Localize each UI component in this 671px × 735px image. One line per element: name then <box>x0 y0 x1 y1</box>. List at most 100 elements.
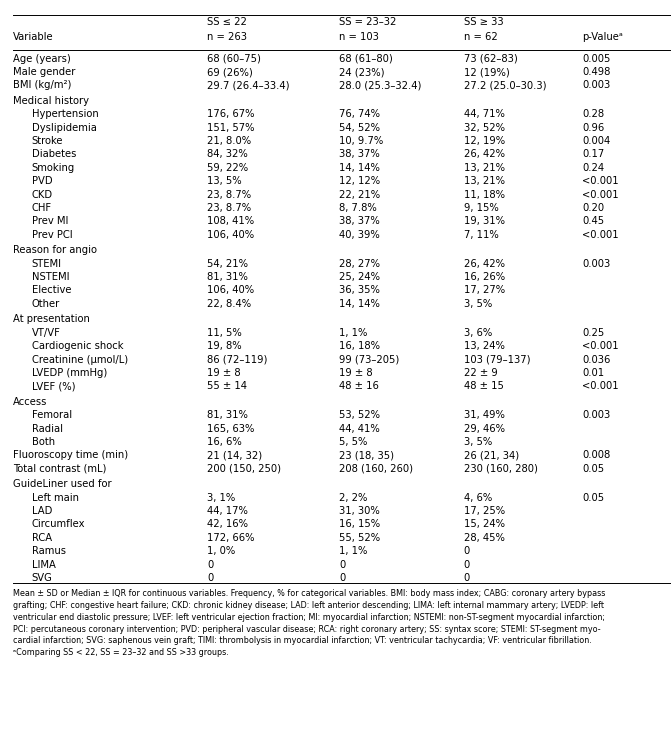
Text: 68 (61–80): 68 (61–80) <box>339 54 393 64</box>
Text: 14, 14%: 14, 14% <box>339 163 380 173</box>
Text: Ramus: Ramus <box>32 546 66 556</box>
Text: 11, 18%: 11, 18% <box>464 190 505 200</box>
Text: 55, 52%: 55, 52% <box>339 533 380 543</box>
Text: 54, 52%: 54, 52% <box>339 123 380 133</box>
Text: At presentation: At presentation <box>13 315 91 324</box>
Text: 19 ± 8: 19 ± 8 <box>339 368 372 378</box>
Text: 19, 31%: 19, 31% <box>464 216 505 226</box>
Text: Mean ± SD or Median ± IQR for continuous variables. Frequency, % for categorical: Mean ± SD or Median ± IQR for continuous… <box>13 589 606 598</box>
Text: 10, 9.7%: 10, 9.7% <box>339 136 383 146</box>
Text: 208 (160, 260): 208 (160, 260) <box>339 464 413 474</box>
Text: Prev MI: Prev MI <box>32 216 68 226</box>
Text: 12, 12%: 12, 12% <box>339 176 380 186</box>
Text: 3, 1%: 3, 1% <box>207 492 236 503</box>
Text: Age (years): Age (years) <box>13 54 71 64</box>
Text: <0.001: <0.001 <box>582 341 619 351</box>
Text: 0: 0 <box>207 573 213 583</box>
Text: 99 (73–205): 99 (73–205) <box>339 354 399 365</box>
Text: Prev PCI: Prev PCI <box>32 230 72 240</box>
Text: 17, 25%: 17, 25% <box>464 506 505 516</box>
Text: VT/VF: VT/VF <box>32 328 60 338</box>
Text: 0.003: 0.003 <box>582 80 611 90</box>
Text: 103 (79–137): 103 (79–137) <box>464 354 530 365</box>
Text: Diabetes: Diabetes <box>32 149 76 159</box>
Text: 48 ± 16: 48 ± 16 <box>339 381 379 391</box>
Text: Cardiogenic shock: Cardiogenic shock <box>32 341 123 351</box>
Text: 1, 1%: 1, 1% <box>339 546 367 556</box>
Text: SS ≤ 22: SS ≤ 22 <box>207 17 248 27</box>
Text: Access: Access <box>13 397 48 407</box>
Text: 0: 0 <box>464 546 470 556</box>
Text: CHF: CHF <box>32 203 52 213</box>
Text: 84, 32%: 84, 32% <box>207 149 248 159</box>
Text: STEMI: STEMI <box>32 259 62 269</box>
Text: 19 ± 8: 19 ± 8 <box>207 368 241 378</box>
Text: 73 (62–83): 73 (62–83) <box>464 54 517 64</box>
Text: Femoral: Femoral <box>32 410 72 420</box>
Text: Both: Both <box>32 437 55 447</box>
Text: 11, 5%: 11, 5% <box>207 328 242 338</box>
Text: Other: Other <box>32 299 60 309</box>
Text: 48 ± 15: 48 ± 15 <box>464 381 504 391</box>
Text: 0.005: 0.005 <box>582 54 611 64</box>
Text: Hypertension: Hypertension <box>32 110 99 119</box>
Text: 32, 52%: 32, 52% <box>464 123 505 133</box>
Text: 22 ± 9: 22 ± 9 <box>464 368 498 378</box>
Text: 42, 16%: 42, 16% <box>207 520 248 529</box>
Text: 0.05: 0.05 <box>582 464 605 474</box>
Text: PCI: percutaneous coronary intervention; PVD: peripheral vascular disease; RCA: : PCI: percutaneous coronary intervention;… <box>13 625 601 634</box>
Text: ventricular end diastolic pressure; LVEF: left ventricular ejection fraction; MI: ventricular end diastolic pressure; LVEF… <box>13 613 605 622</box>
Text: 0.24: 0.24 <box>582 163 605 173</box>
Text: 5, 5%: 5, 5% <box>339 437 367 447</box>
Text: 0.498: 0.498 <box>582 67 611 77</box>
Text: GuideLiner used for: GuideLiner used for <box>13 479 112 490</box>
Text: 0: 0 <box>464 559 470 570</box>
Text: 16, 15%: 16, 15% <box>339 520 380 529</box>
Text: 13, 5%: 13, 5% <box>207 176 242 186</box>
Text: <0.001: <0.001 <box>582 230 619 240</box>
Text: 29, 46%: 29, 46% <box>464 423 505 434</box>
Text: 0: 0 <box>339 573 345 583</box>
Text: 36, 35%: 36, 35% <box>339 285 380 295</box>
Text: n = 263: n = 263 <box>207 32 248 42</box>
Text: Reason for angio: Reason for angio <box>13 245 97 255</box>
Text: SVG: SVG <box>32 573 53 583</box>
Text: CKD: CKD <box>32 190 53 200</box>
Text: p-Valueᵃ: p-Valueᵃ <box>582 32 623 42</box>
Text: 3, 5%: 3, 5% <box>464 437 492 447</box>
Text: 38, 37%: 38, 37% <box>339 216 380 226</box>
Text: 21 (14, 32): 21 (14, 32) <box>207 451 262 460</box>
Text: BMI (kg/m²): BMI (kg/m²) <box>13 80 72 90</box>
Text: 86 (72–119): 86 (72–119) <box>207 354 268 365</box>
Text: 2, 2%: 2, 2% <box>339 492 367 503</box>
Text: 14, 14%: 14, 14% <box>339 299 380 309</box>
Text: 38, 37%: 38, 37% <box>339 149 380 159</box>
Text: Dyslipidemia: Dyslipidemia <box>32 123 97 133</box>
Text: 23, 8.7%: 23, 8.7% <box>207 203 252 213</box>
Text: 1, 1%: 1, 1% <box>339 328 367 338</box>
Text: 16, 26%: 16, 26% <box>464 272 505 282</box>
Text: 22, 8.4%: 22, 8.4% <box>207 299 252 309</box>
Text: 0.20: 0.20 <box>582 203 605 213</box>
Text: 13, 24%: 13, 24% <box>464 341 505 351</box>
Text: NSTEMI: NSTEMI <box>32 272 69 282</box>
Text: 31, 30%: 31, 30% <box>339 506 380 516</box>
Text: Medical history: Medical history <box>13 96 89 106</box>
Text: 19, 8%: 19, 8% <box>207 341 242 351</box>
Text: 25, 24%: 25, 24% <box>339 272 380 282</box>
Text: LIMA: LIMA <box>32 559 56 570</box>
Text: 12 (19%): 12 (19%) <box>464 67 509 77</box>
Text: 3, 6%: 3, 6% <box>464 328 492 338</box>
Text: 0.96: 0.96 <box>582 123 605 133</box>
Text: 17, 27%: 17, 27% <box>464 285 505 295</box>
Text: 1, 0%: 1, 0% <box>207 546 236 556</box>
Text: 13, 21%: 13, 21% <box>464 176 505 186</box>
Text: 0: 0 <box>464 573 470 583</box>
Text: 108, 41%: 108, 41% <box>207 216 254 226</box>
Text: 22, 21%: 22, 21% <box>339 190 380 200</box>
Text: 23, 8.7%: 23, 8.7% <box>207 190 252 200</box>
Text: 7, 11%: 7, 11% <box>464 230 499 240</box>
Text: cardial infarction; SVG: saphenous vein graft; TIMI: thrombolysis in myocardial : cardial infarction; SVG: saphenous vein … <box>13 637 592 645</box>
Text: Left main: Left main <box>32 492 79 503</box>
Text: 44, 41%: 44, 41% <box>339 423 380 434</box>
